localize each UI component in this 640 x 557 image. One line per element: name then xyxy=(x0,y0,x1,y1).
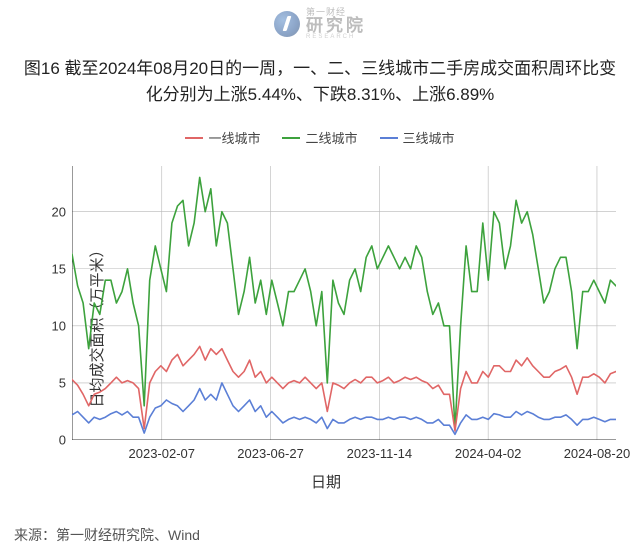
x-tick-label: 2023-06-27 xyxy=(237,446,304,461)
series-line xyxy=(72,383,616,434)
logo-tiny: RESEARCH xyxy=(306,34,366,40)
chart-svg xyxy=(72,166,616,440)
x-tick-label: 2024-04-02 xyxy=(455,446,522,461)
legend-swatch xyxy=(380,137,398,139)
legend: 一线城市 二线城市 三线城市 xyxy=(0,128,640,147)
logo-icon xyxy=(274,11,300,37)
legend-label: 一线城市 xyxy=(208,128,260,147)
legend-item: 三线城市 xyxy=(380,128,455,147)
legend-item: 一线城市 xyxy=(185,128,260,147)
y-tick-label: 20 xyxy=(52,204,66,219)
y-tick-label: 10 xyxy=(52,318,66,333)
plot-area: 051015202023-02-072023-06-272023-11-1420… xyxy=(72,166,616,440)
logo-text: 第一财经 研究院 RESEARCH xyxy=(306,8,366,40)
legend-label: 三线城市 xyxy=(403,128,455,147)
legend-label: 二线城市 xyxy=(305,128,357,147)
y-tick-label: 0 xyxy=(59,433,66,448)
legend-swatch xyxy=(282,137,300,139)
y-tick-label: 15 xyxy=(52,261,66,276)
series-line xyxy=(72,177,616,428)
chart-title: 图16 截至2024年08月20日的一周，一、二、三线城市二手房成交面积周环比变… xyxy=(20,56,620,109)
series-line xyxy=(72,346,616,431)
x-tick-label: 2023-02-07 xyxy=(129,446,196,461)
legend-swatch xyxy=(185,137,203,139)
x-tick-label: 2023-11-14 xyxy=(347,446,413,461)
source-text: 来源：第一财经研究院、Wind xyxy=(14,525,200,545)
x-tick-label: 2024-08-20 xyxy=(564,446,631,461)
x-axis-label: 日期 xyxy=(311,471,341,492)
chart-area: 日均成交面积（万平米） 日期 051015202023-02-072023-06… xyxy=(28,160,624,490)
watermark-logo: 第一财经 研究院 RESEARCH xyxy=(274,8,366,40)
logo-big: 研究院 xyxy=(306,17,366,34)
legend-item: 二线城市 xyxy=(282,128,357,147)
y-tick-label: 5 xyxy=(59,375,66,390)
